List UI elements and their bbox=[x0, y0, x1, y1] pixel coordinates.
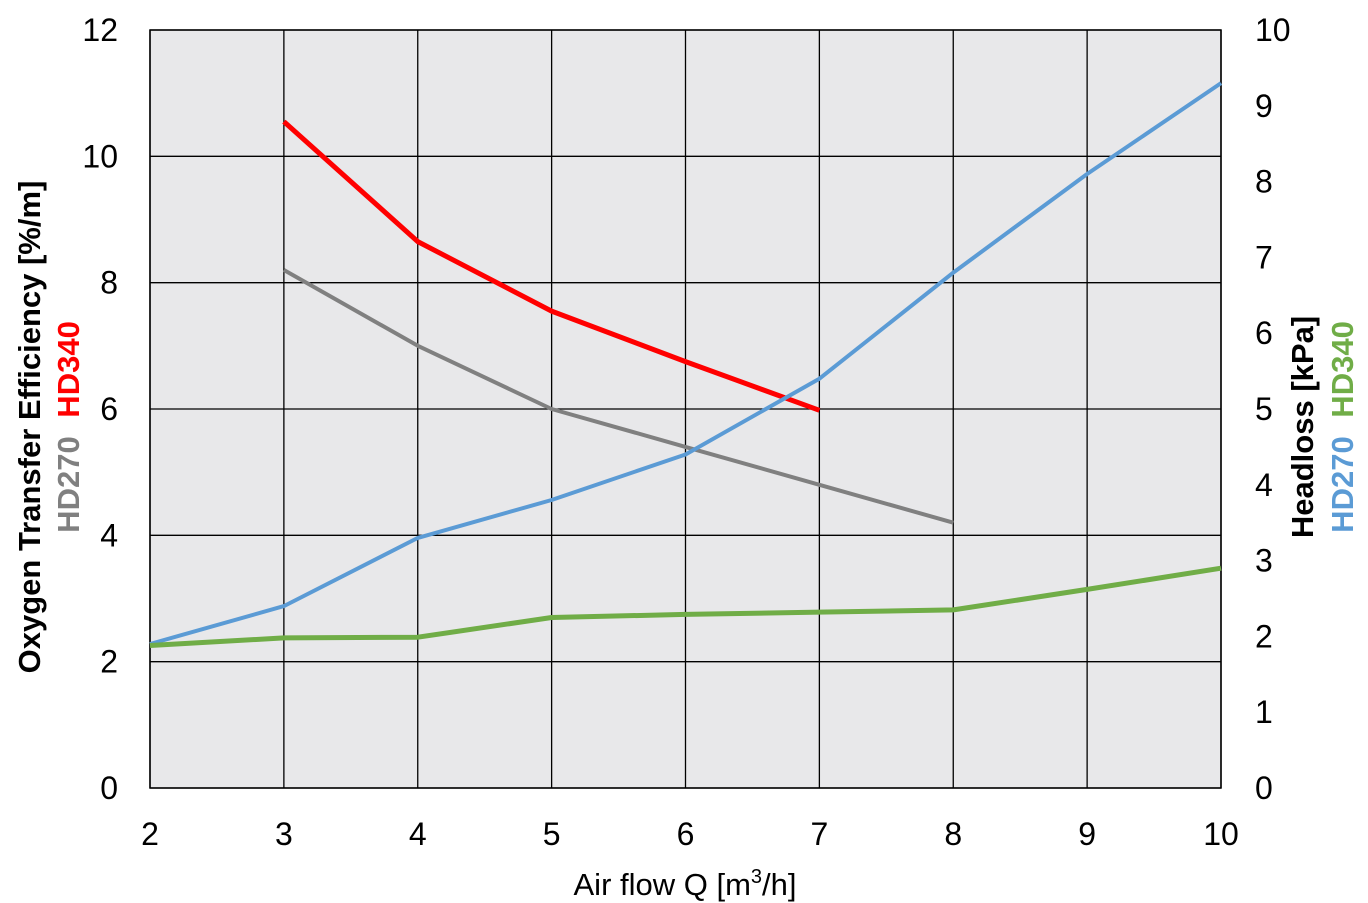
x-tick-label: 3 bbox=[275, 816, 293, 852]
right-tick-label: 9 bbox=[1255, 88, 1273, 124]
right-tick-label: 2 bbox=[1255, 618, 1273, 654]
right-tick-label: 0 bbox=[1255, 770, 1273, 806]
x-axis-title-suffix: /h] bbox=[762, 867, 796, 902]
left-axis-series-hd270: HD270 bbox=[51, 436, 86, 533]
left-tick-label: 4 bbox=[100, 517, 118, 553]
left-axis-title-text: Oxygen Transfer Efficiency [%/m] bbox=[12, 181, 47, 674]
left-axis-series-labels: HD270 HD340 bbox=[51, 321, 86, 533]
series-line-hd340-right bbox=[149, 565, 1222, 648]
left-axis-title: Oxygen Transfer Efficiency [%/m] bbox=[12, 181, 47, 674]
right-tick-label: 5 bbox=[1255, 391, 1273, 427]
left-tick-label: 8 bbox=[100, 265, 118, 301]
left-axis-ticks: 0 2 4 6 8 10 12 bbox=[82, 12, 118, 806]
series-line-hd340-left bbox=[282, 119, 821, 413]
x-axis-title-prefix: Air flow Q [m bbox=[574, 867, 751, 902]
x-tick-label: 2 bbox=[141, 816, 159, 852]
right-axis-ticks: 0 1 2 3 4 5 6 7 8 9 10 bbox=[1255, 12, 1291, 806]
right-tick-label: 3 bbox=[1255, 543, 1273, 579]
x-tick-label: 4 bbox=[409, 816, 427, 852]
x-tick-label: 9 bbox=[1078, 816, 1096, 852]
x-tick-label: 5 bbox=[543, 816, 561, 852]
right-tick-label: 8 bbox=[1255, 164, 1273, 200]
series-line-hd270-right bbox=[149, 81, 1223, 646]
left-tick-label: 6 bbox=[100, 391, 118, 427]
right-axis-title: Headloss [kPa] bbox=[1285, 316, 1320, 538]
right-axis-series-labels: HD270 HD340 bbox=[1325, 321, 1360, 533]
x-axis-title: Air flow Q [m3/h] bbox=[574, 866, 797, 902]
left-tick-label: 10 bbox=[82, 138, 118, 174]
right-axis-title-text: Headloss [kPa] bbox=[1285, 316, 1320, 538]
right-tick-label: 4 bbox=[1255, 467, 1273, 503]
right-tick-label: 6 bbox=[1255, 315, 1273, 351]
x-tick-label: 10 bbox=[1203, 816, 1239, 852]
right-axis-series-hd340: HD340 bbox=[1325, 321, 1360, 418]
x-axis-title-sup: 3 bbox=[751, 866, 762, 888]
right-axis-series-hd270: HD270 bbox=[1325, 436, 1360, 533]
left-tick-label: 2 bbox=[100, 644, 118, 680]
left-tick-label: 0 bbox=[100, 770, 118, 806]
x-tick-label: 7 bbox=[810, 816, 828, 852]
left-axis-series-hd340: HD340 bbox=[51, 321, 86, 418]
left-tick-label: 12 bbox=[82, 12, 118, 48]
right-tick-label: 1 bbox=[1255, 694, 1273, 730]
x-axis-ticks: 2 3 4 5 6 7 8 9 10 bbox=[141, 816, 1239, 852]
x-tick-label: 6 bbox=[677, 816, 695, 852]
x-tick-label: 8 bbox=[944, 816, 962, 852]
series-layer bbox=[149, 81, 1223, 648]
series-line-hd270-left bbox=[282, 268, 954, 525]
right-tick-label: 7 bbox=[1255, 239, 1273, 275]
right-tick-label: 10 bbox=[1255, 12, 1291, 48]
gridlines bbox=[149, 29, 1222, 789]
